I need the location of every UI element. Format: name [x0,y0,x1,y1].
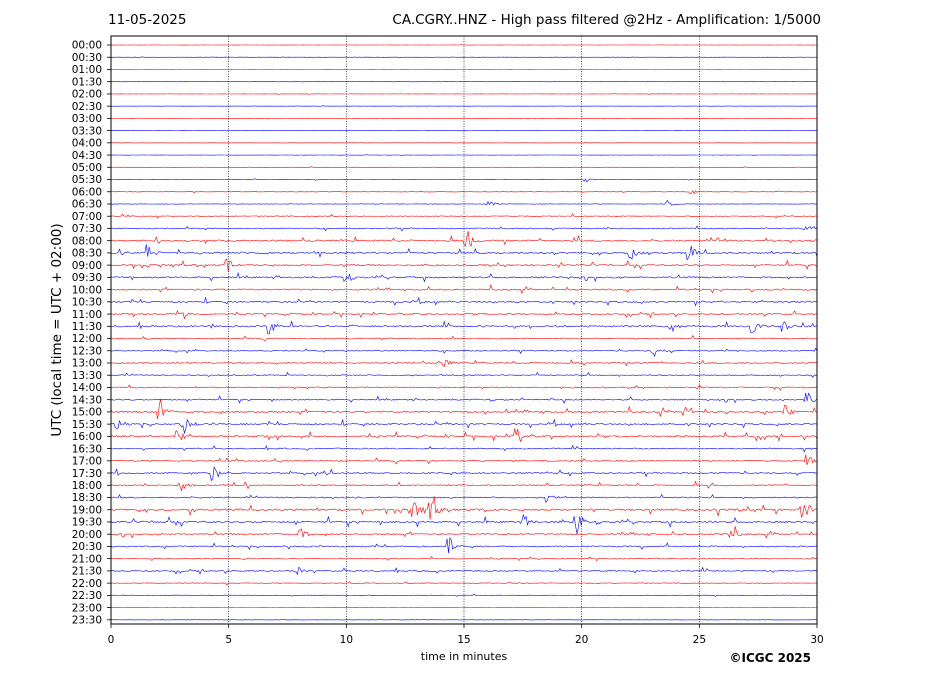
row-label: 09:00 [72,260,102,272]
trace-2330 [111,619,818,621]
x-tick-label: 0 [108,634,115,646]
x-tick-label: 25 [693,634,706,646]
row-label: 10:00 [72,284,102,296]
trace-1300 [111,359,818,368]
trace-1800 [110,480,818,492]
trace-0300 [110,117,817,119]
row-label: 06:00 [72,186,102,198]
trace-2130 [110,566,818,576]
trace-1730 [110,466,818,482]
trace-0700 [110,213,818,219]
trace-0030 [110,56,818,58]
trace-0500 [111,166,818,168]
x-ticks: 0 5 10 15 20 25 30 [108,624,824,646]
row-label: 13:30 [72,370,102,382]
row-label: 18:00 [72,480,102,492]
row-label: 12:30 [72,345,102,357]
row-label: 16:30 [72,443,102,455]
row-label: 00:00 [72,40,102,52]
row-label: 01:30 [72,76,102,88]
row-label: 18:30 [72,492,102,504]
row-label: 07:30 [72,223,102,235]
row-label: 15:00 [72,407,102,419]
row-label: 08:30 [72,248,102,260]
row-label: 11:30 [72,321,102,333]
row-label: 17:30 [72,468,102,480]
row-label: 13:00 [72,358,102,370]
row-label: 19:00 [72,504,102,516]
row-label: 02:00 [72,89,102,101]
row-label: 16:00 [72,431,102,443]
row-label: 03:30 [72,125,102,137]
row-label: 04:00 [72,138,102,150]
row-label: 15:30 [72,419,102,431]
date-title: 11-05-2025 [108,12,187,28]
trace-1230 [110,347,818,358]
row-label: 14:00 [72,382,102,394]
row-labels: 00:0000:3001:0001:3002:0002:3003:0003:30… [72,40,111,627]
row-label: 08:00 [72,235,102,247]
trace-1600 [110,428,818,443]
row-label: 07:00 [72,211,102,223]
row-label: 14:30 [72,394,102,406]
x-tick-label: 30 [810,634,823,646]
row-label: 20:00 [72,529,102,541]
row-label: 05:00 [72,162,102,174]
trace-2030 [110,536,818,554]
trace-1130 [110,320,817,335]
trace-1330 [110,371,818,378]
row-label: 23:30 [72,615,102,627]
row-label: 17:00 [72,456,102,468]
row-label: 03:00 [72,113,102,125]
x-tick-label: 20 [575,634,588,646]
chart-title: CA.CGRY..HNZ - High pass filtered @2Hz -… [392,12,821,28]
row-label: 11:00 [72,309,102,321]
row-label: 09:30 [72,272,102,284]
trace-2230 [110,593,818,597]
row-label: 22:30 [72,590,102,602]
x-tick-label: 10 [340,634,353,646]
row-label: 10:30 [72,297,102,309]
trace-0830 [110,244,818,261]
row-label: 12:00 [72,333,102,345]
row-label: 23:00 [72,602,102,614]
row-label: 05:30 [72,174,102,186]
trace-2200 [110,581,818,586]
plot-frame [110,35,818,625]
trace-2300 [110,606,817,609]
x-tick-label: 5 [225,634,232,646]
row-label: 22:00 [72,578,102,590]
row-label: 06:30 [72,199,102,211]
trace-0000 [110,44,817,46]
row-label: 20:30 [72,541,102,553]
row-label: 00:30 [72,52,102,64]
trace-0430 [110,154,818,156]
x-tick-label: 15 [457,634,470,646]
row-label: 21:00 [72,553,102,565]
trace-1830 [110,493,818,504]
row-label: 21:30 [72,566,102,578]
trace-0930 [110,272,818,283]
copyright-text: ©ICGC 2025 [729,651,811,665]
row-label: 04:30 [72,150,102,162]
row-label: 01:00 [72,64,102,76]
row-label: 19:30 [72,517,102,529]
row-label: 02:30 [72,101,102,113]
x-axis-label: time in minutes [420,650,508,663]
grid-layer [228,36,700,624]
